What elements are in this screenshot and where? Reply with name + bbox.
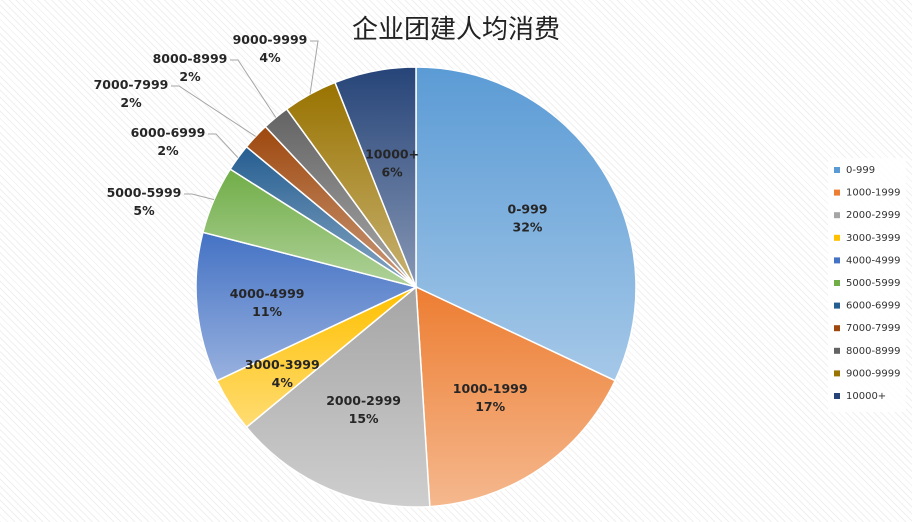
data-label-category-0-999: 0-999 [508, 201, 548, 216]
leader-line-7000-7999 [171, 85, 256, 137]
data-label-category-8000-8999: 8000-8999 [153, 51, 228, 66]
legend-label-2000-2999: 2000-2999 [846, 210, 901, 221]
data-label-category-6000-6999: 6000-6999 [131, 125, 206, 140]
leader-line-6000-6999 [208, 133, 239, 159]
data-label-percent-6000-6999: 2% [157, 143, 179, 158]
legend-swatch-5000-5999 [834, 280, 840, 286]
data-label-percent-3000-3999: 4% [272, 375, 294, 390]
leader-line-8000-8999 [230, 59, 277, 118]
legend-label-5000-5999: 5000-5999 [846, 278, 901, 289]
data-label-percent-4000-4999: 11% [252, 304, 282, 319]
data-label-category-1000-1999: 1000-1999 [453, 381, 528, 396]
legend-label-3000-3999: 3000-3999 [846, 233, 901, 244]
data-label-percent-0-999: 32% [513, 219, 543, 234]
data-label-category-9000-9999: 9000-9999 [233, 32, 308, 47]
data-label-category-7000-7999: 7000-7999 [94, 77, 169, 92]
data-label-category-2000-2999: 2000-2999 [326, 393, 401, 408]
legend-swatch-9000-9999 [834, 370, 840, 377]
data-label-percent-8000-8999: 2% [179, 69, 201, 84]
legend-label-7000-7999: 7000-7999 [846, 323, 901, 334]
pie-slice-2000-2999 [245, 285, 431, 508]
data-label-percent-9000-9999: 4% [259, 50, 281, 65]
data-labels: 0-999 32% 1000-1999 17% 2000-2999 15% 3000-399… [94, 32, 548, 426]
data-label-percent-1000-1999: 17% [475, 399, 505, 414]
data-label-category-10000plus: 10000+ [365, 147, 419, 162]
chart-title: 企业团建人均消费 [352, 15, 560, 45]
legend-label-1000-1999: 1000-1999 [846, 188, 901, 199]
leader-line-9000-9999 [309, 40, 319, 95]
leader-line-5000-5999 [184, 193, 215, 201]
pie-slice-0-999 [415, 66, 637, 382]
legend-label-10000plus: 10000+ [846, 391, 886, 402]
legend-swatch-10000plus [834, 393, 840, 399]
legend-swatch-4000-4999 [834, 257, 840, 264]
legend-label-9000-9999: 9000-9999 [846, 368, 901, 379]
leader-lines [171, 40, 319, 201]
legend-swatch-2000-2999 [834, 212, 840, 219]
legend-label-6000-6999: 6000-6999 [846, 301, 901, 312]
legend-swatch-3000-3999 [834, 234, 840, 241]
data-label-category-4000-4999: 4000-4999 [230, 286, 305, 301]
legend-swatch-0-999 [834, 167, 840, 173]
data-label-percent-7000-7999: 2% [120, 95, 142, 110]
legend-label-4000-4999: 4000-4999 [846, 255, 901, 266]
legend-swatch-1000-1999 [834, 189, 840, 196]
pie-slice-1000-1999 [415, 285, 617, 508]
legend-swatch-7000-7999 [834, 325, 840, 332]
data-label-percent-5000-5999: 5% [133, 203, 155, 218]
legend: 0-999 1000-1999 2000-2999 3000-3999 4000-499… [828, 158, 906, 412]
legend-swatch-6000-6999 [834, 302, 840, 309]
legend-swatch-8000-8999 [834, 347, 840, 354]
data-label-category-3000-3999: 3000-3999 [245, 357, 320, 372]
data-label-percent-10000plus: 6% [381, 165, 403, 180]
pie-slices [195, 66, 637, 508]
data-label-percent-2000-2999: 15% [349, 411, 379, 426]
pie-slice-4000-4999 [195, 231, 419, 382]
legend-label-8000-8999: 8000-8999 [846, 346, 901, 357]
data-label-category-5000-5999: 5000-5999 [107, 185, 182, 200]
legend-label-0-999: 0-999 [846, 165, 875, 176]
pie-slice-10000plus [334, 66, 417, 288]
